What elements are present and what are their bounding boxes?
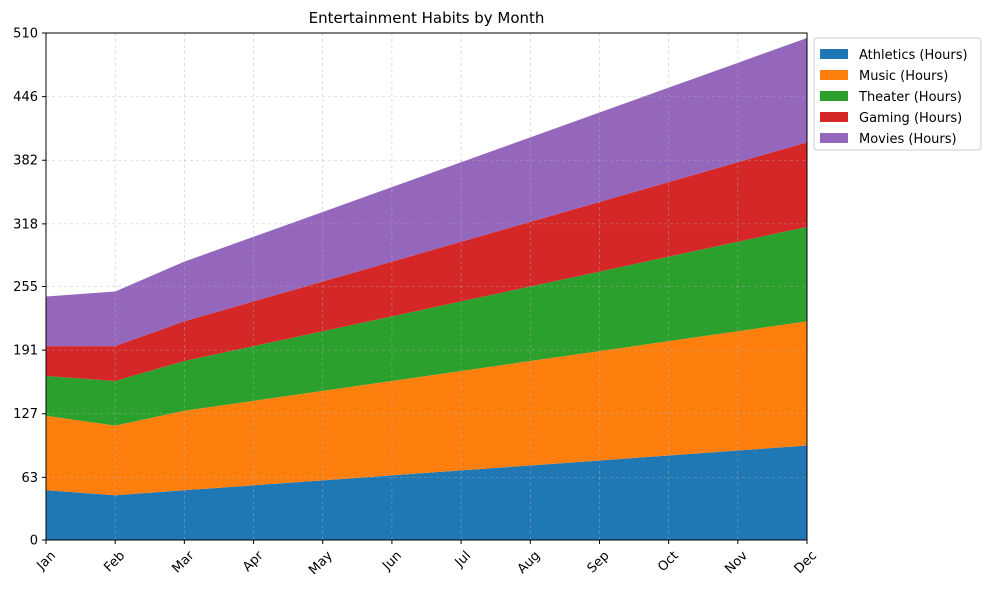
area-series-4 [46, 142, 807, 381]
legend-label: Gaming (Hours) [859, 111, 962, 126]
y-axis: 0 63 127 191 255 318 382 446 510 [13, 27, 46, 549]
area-series-3 [46, 226, 807, 426]
y-tick-label: 382 [13, 154, 38, 169]
y-tick-label: 127 [13, 407, 38, 422]
x-tick-label: Dec [792, 548, 820, 576]
y-tick-label: 0 [30, 534, 38, 549]
y-tick-label: 191 [13, 344, 38, 359]
x-tick-label: Aug [515, 548, 544, 577]
chart-title: Entertainment Habits by Month [309, 9, 545, 27]
x-tick-label: Mar [169, 548, 197, 576]
legend-swatch [820, 49, 848, 59]
x-tick-label: Oct [655, 548, 682, 575]
area-series-5 [46, 37, 807, 347]
x-tick-label: Sep [585, 548, 613, 576]
legend-label: Theater (Hours) [858, 90, 962, 105]
x-tick-label: Jan [34, 548, 59, 573]
legend-swatch [820, 112, 848, 122]
legend-label: Athletics (Hours) [859, 48, 968, 63]
x-axis: Jan Feb Mar Apr May Jun Jul Aug Sep Oct Nov Dec [34, 540, 820, 578]
y-tick-label: 63 [21, 471, 38, 486]
x-tick-label: Feb [101, 548, 128, 575]
x-tick-label: Apr [240, 548, 267, 575]
legend-label: Music (Hours) [859, 69, 948, 84]
legend-label: Movies (Hours) [859, 132, 957, 147]
y-tick-label: 255 [13, 280, 38, 295]
x-tick-label: May [306, 548, 336, 578]
x-tick-label: Jun [379, 548, 405, 574]
area-series-2 [46, 321, 807, 496]
legend-swatch [820, 70, 848, 80]
y-tick-label: 510 [13, 27, 38, 42]
legend: Athletics (Hours) Music (Hours) Theater (H… [813, 37, 982, 151]
x-tick-label: Jul [452, 548, 474, 570]
legend-box [813, 37, 982, 151]
y-tick-label: 446 [13, 90, 38, 105]
legend-swatch [820, 133, 848, 143]
legend-swatch [820, 91, 848, 101]
areas-layer [46, 37, 807, 540]
x-tick-label: Nov [722, 548, 751, 577]
y-tick-label: 318 [13, 217, 38, 232]
area-series-1 [46, 445, 807, 540]
